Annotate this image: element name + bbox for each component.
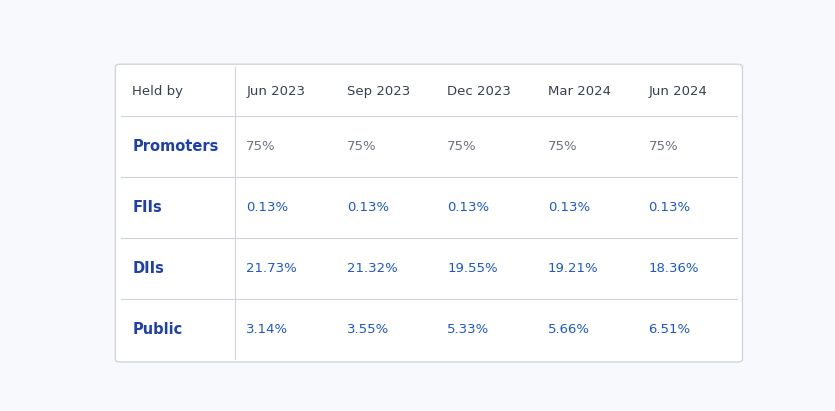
Text: Public: Public: [132, 321, 183, 337]
Text: 5.33%: 5.33%: [448, 323, 489, 335]
Text: 75%: 75%: [246, 140, 276, 153]
Text: 19.55%: 19.55%: [448, 261, 498, 275]
Text: 6.51%: 6.51%: [649, 323, 691, 335]
Text: 75%: 75%: [649, 140, 678, 153]
Text: 19.21%: 19.21%: [548, 261, 599, 275]
Text: 18.36%: 18.36%: [649, 261, 699, 275]
Text: Mar 2024: Mar 2024: [548, 85, 611, 98]
Text: Sep 2023: Sep 2023: [347, 85, 410, 98]
Text: Jun 2024: Jun 2024: [649, 85, 707, 98]
FancyBboxPatch shape: [115, 64, 742, 362]
Text: 3.14%: 3.14%: [246, 323, 288, 335]
Text: Promoters: Promoters: [132, 139, 219, 154]
Text: 0.13%: 0.13%: [448, 201, 489, 214]
Text: 0.13%: 0.13%: [246, 201, 288, 214]
Text: DIIs: DIIs: [132, 261, 164, 276]
Text: Held by: Held by: [132, 85, 183, 98]
Text: 0.13%: 0.13%: [649, 201, 691, 214]
Text: 75%: 75%: [548, 140, 578, 153]
Text: Jun 2023: Jun 2023: [246, 85, 306, 98]
Text: 75%: 75%: [347, 140, 377, 153]
Text: Dec 2023: Dec 2023: [448, 85, 511, 98]
Text: 0.13%: 0.13%: [347, 201, 389, 214]
Text: 21.32%: 21.32%: [347, 261, 397, 275]
Text: 0.13%: 0.13%: [548, 201, 590, 214]
Text: 21.73%: 21.73%: [246, 261, 297, 275]
Text: 3.55%: 3.55%: [347, 323, 389, 335]
Text: 5.66%: 5.66%: [548, 323, 590, 335]
Text: 75%: 75%: [448, 140, 477, 153]
Text: FIIs: FIIs: [132, 200, 162, 215]
